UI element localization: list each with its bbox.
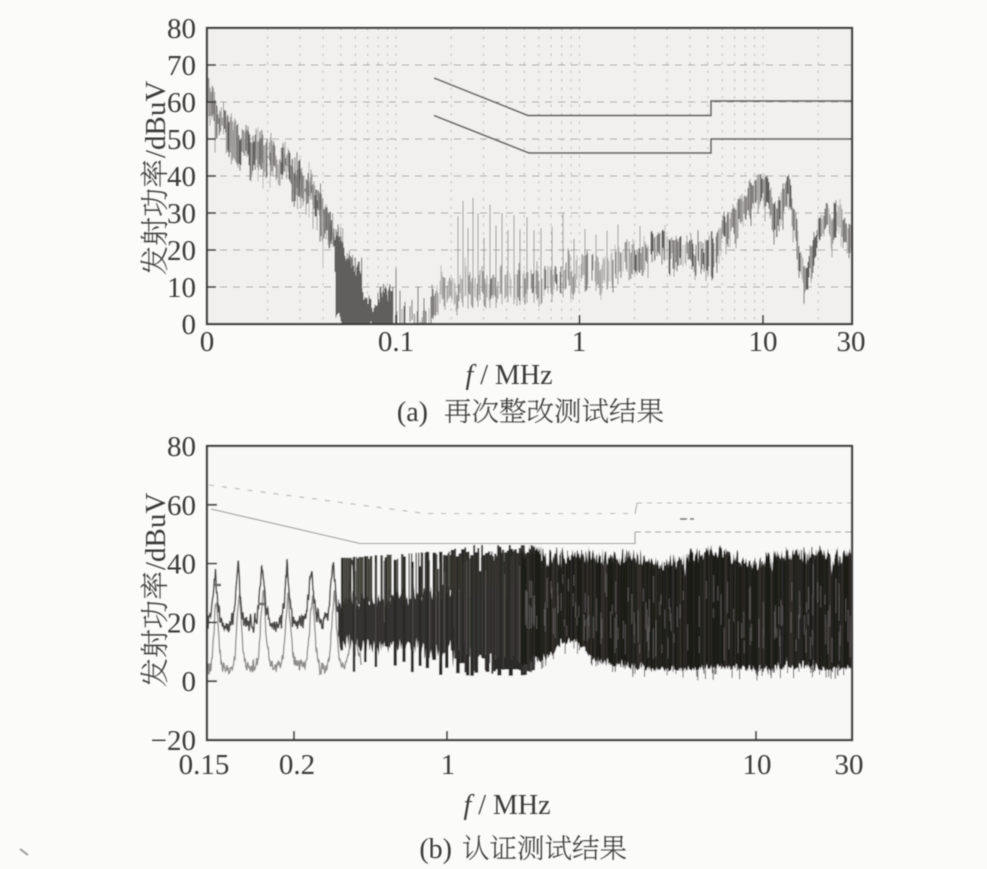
svg-text:0: 0 — [200, 326, 215, 358]
svg-text:(b): (b) — [419, 834, 452, 865]
svg-text:20: 20 — [167, 235, 196, 267]
svg-text:80: 80 — [167, 431, 196, 463]
svg-text:30: 30 — [167, 198, 196, 230]
svg-text:/dBuV: /dBuV — [140, 81, 172, 158]
svg-text:0: 0 — [182, 666, 197, 698]
svg-text:f / MHz: f / MHz — [465, 360, 552, 391]
svg-text:/dBuV: /dBuV — [140, 493, 172, 570]
svg-text:60: 60 — [167, 87, 196, 119]
svg-text:0.15: 0.15 — [179, 749, 230, 781]
svg-text:40: 40 — [167, 549, 196, 581]
svg-text:70: 70 — [167, 50, 196, 82]
svg-text:10: 10 — [749, 326, 778, 358]
svg-text:40: 40 — [167, 161, 196, 193]
svg-text:10: 10 — [167, 272, 196, 304]
svg-text:f / MHz: f / MHz — [463, 790, 550, 821]
svg-text:30: 30 — [837, 326, 866, 358]
svg-text:50: 50 — [167, 124, 196, 156]
svg-text:(a): (a) — [397, 397, 428, 428]
svg-text:0.2: 0.2 — [279, 749, 315, 781]
svg-text:80: 80 — [167, 13, 196, 45]
svg-text:10: 10 — [743, 749, 772, 781]
svg-text:0.1: 0.1 — [378, 326, 414, 358]
svg-text:1: 1 — [441, 749, 456, 781]
svg-text:−20: −20 — [151, 725, 196, 757]
svg-text:1: 1 — [572, 326, 587, 358]
svg-text:30: 30 — [835, 749, 864, 781]
svg-text:20: 20 — [167, 607, 196, 639]
svg-text:0: 0 — [182, 309, 197, 341]
svg-text:60: 60 — [167, 490, 196, 522]
